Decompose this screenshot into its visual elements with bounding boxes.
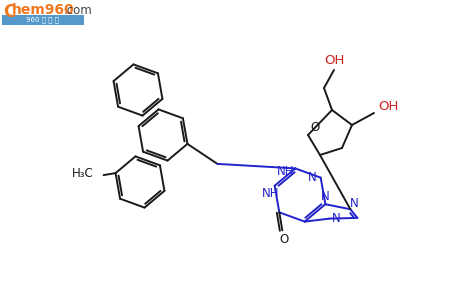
Text: N: N bbox=[321, 190, 330, 203]
Text: H₃C: H₃C bbox=[72, 167, 93, 180]
Text: N: N bbox=[332, 212, 341, 225]
Text: NH: NH bbox=[276, 165, 294, 178]
Text: NH: NH bbox=[262, 187, 279, 200]
Text: N: N bbox=[308, 171, 317, 184]
Text: O: O bbox=[280, 233, 289, 246]
Text: C: C bbox=[3, 3, 15, 21]
FancyBboxPatch shape bbox=[2, 15, 84, 25]
Text: OH: OH bbox=[378, 100, 398, 113]
Text: hem960: hem960 bbox=[12, 3, 74, 17]
Text: 960 化 工 网: 960 化 工 网 bbox=[27, 17, 60, 23]
Text: OH: OH bbox=[324, 54, 344, 67]
Text: N: N bbox=[350, 197, 359, 210]
Text: O: O bbox=[310, 121, 319, 134]
Text: .com: .com bbox=[64, 4, 93, 17]
